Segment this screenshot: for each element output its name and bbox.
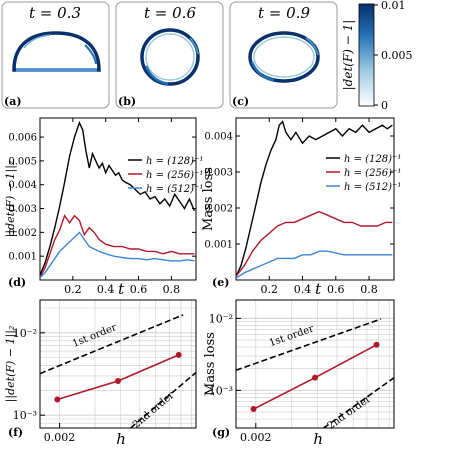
series-line-2 [39, 214, 195, 278]
panel-label-c: (c) [232, 95, 249, 108]
y-tick-label: 0.001 [204, 240, 233, 251]
data-point [312, 374, 319, 381]
legend-entry: h = (128)⁻¹ [146, 156, 203, 167]
x-tick-label: 0.2 [64, 283, 82, 296]
chart-panel-e: (e) 0.2 0.4 0.6 0.8 0.001 0.002 0.003 0.004 t Mas… [201, 117, 401, 298]
y-tick-label: 0.001 [8, 252, 37, 263]
x-tick-label: 0.8 [360, 283, 378, 296]
plot-background [236, 300, 394, 428]
x-tick-label: 0.4 [97, 283, 115, 296]
colorbar-tick-label: 0 [381, 99, 388, 112]
x-tick-label: 0.6 [327, 283, 345, 296]
plot-background [40, 300, 196, 428]
series-line-1 [235, 120, 393, 277]
data-point [54, 396, 61, 403]
droplet-shape-cap [12, 31, 101, 72]
panel-label-a: (a) [4, 95, 22, 108]
colorbar-label: |det(F) − 1| [341, 20, 355, 91]
series-line-3 [39, 231, 195, 279]
snapshot-panel-c: t = 0.9 (c) [229, 1, 338, 109]
plot-frame [235, 299, 395, 429]
colorbar-gradient [358, 3, 375, 107]
panel-label-e: (e) [212, 276, 229, 289]
x-tick-label: 0.002 [240, 431, 272, 444]
chart-panel-d: (d) 0.2 0.4 0.6 0.8 0.001 0.002 0.003 0.004 0.00… [4, 117, 203, 298]
data-point [175, 351, 182, 358]
x-tick-label: 0.6 [130, 283, 148, 296]
colorbar-tick-label: 0.005 [381, 49, 413, 62]
plot-frame [39, 299, 197, 429]
plot-frame [39, 117, 197, 281]
x-axis-label: h [313, 430, 323, 448]
x-axis-label: t [118, 280, 125, 298]
y-axis-label: ||det(F) − 1||₂ [4, 326, 18, 403]
x-axis-label: t [315, 280, 322, 298]
y-tick-label: 10⁻³ [13, 409, 37, 422]
x-tick-label: 0.002 [44, 431, 76, 444]
y-tick-label: 0.004 [8, 180, 37, 191]
legend-entry: h = (512)⁻¹ [344, 182, 401, 193]
legend-entry: h = (128)⁻¹ [344, 154, 401, 165]
y-tick-label: 0.002 [204, 204, 233, 215]
x-tick-label: 0.4 [294, 283, 312, 296]
panel-label-f: (f) [8, 426, 23, 439]
legend-entry: h = (256)⁻¹ [146, 170, 203, 181]
data-point [115, 378, 122, 385]
droplet-shape-circle [140, 28, 200, 86]
second-order-reference-line [323, 377, 395, 429]
series-line-1 [39, 120, 196, 276]
y-tick-label: 0.006 [8, 133, 37, 144]
y-axis-label: Mass loss [201, 167, 216, 231]
panel-label-d: (d) [8, 276, 26, 289]
first-order-reference-line [235, 318, 382, 372]
colorbar-tick-label: 0.01 [381, 0, 406, 12]
snapshot-panel-b: t = 0.6 (b) [115, 1, 224, 109]
x-axis-label: h [116, 430, 126, 448]
legend-entry: h = (512)⁻¹ [146, 184, 203, 195]
data-point [250, 406, 257, 413]
snapshot-panel-a: t = 0.3 (a) [1, 1, 110, 109]
data-point [373, 341, 380, 348]
snapshot-time-label: t = 0.9 [258, 4, 310, 22]
y-tick-label: 10⁻² [209, 312, 233, 325]
legend: h = (128)⁻¹ h = (256)⁻¹ h = (512)⁻¹ [326, 154, 401, 193]
y-tick-label: 0.003 [8, 204, 37, 215]
snapshot-time-label: t = 0.6 [144, 4, 196, 22]
x-tick-label: 0.8 [163, 283, 181, 296]
y-tick-label: 10⁻³ [209, 384, 233, 397]
grid [236, 300, 394, 429]
series-line-3 [235, 250, 393, 279]
legend: h = (128)⁻¹ h = (256)⁻¹ h = (512)⁻¹ [128, 156, 203, 195]
snapshot-time-label: t = 0.3 [29, 4, 81, 22]
droplet-shape-oval [248, 31, 320, 83]
series-line-2 [235, 210, 393, 277]
y-tick-label: 0.003 [204, 168, 233, 179]
y-axis-label: Mass loss [203, 332, 218, 396]
panel-label-g: (g) [212, 426, 230, 439]
colorbar: 0.01 0.005 0 |det(F) − 1| [341, 0, 413, 112]
second-order-reference-line [130, 371, 197, 429]
x-tick-label: 0.2 [261, 283, 279, 296]
panel-label-b: (b) [118, 95, 136, 108]
y-tick-label: 10⁻² [13, 327, 37, 340]
legend-entry: h = (256)⁻¹ [344, 168, 401, 179]
y-axis-label: ||det(F) − 1||₂ [4, 161, 18, 238]
y-tick-label: 0.002 [8, 228, 37, 239]
y-tick-label: 0.005 [8, 156, 37, 167]
y-tick-label: 0.004 [204, 132, 233, 143]
plot-frame [235, 117, 395, 281]
first-order-reference-line [39, 314, 184, 375]
